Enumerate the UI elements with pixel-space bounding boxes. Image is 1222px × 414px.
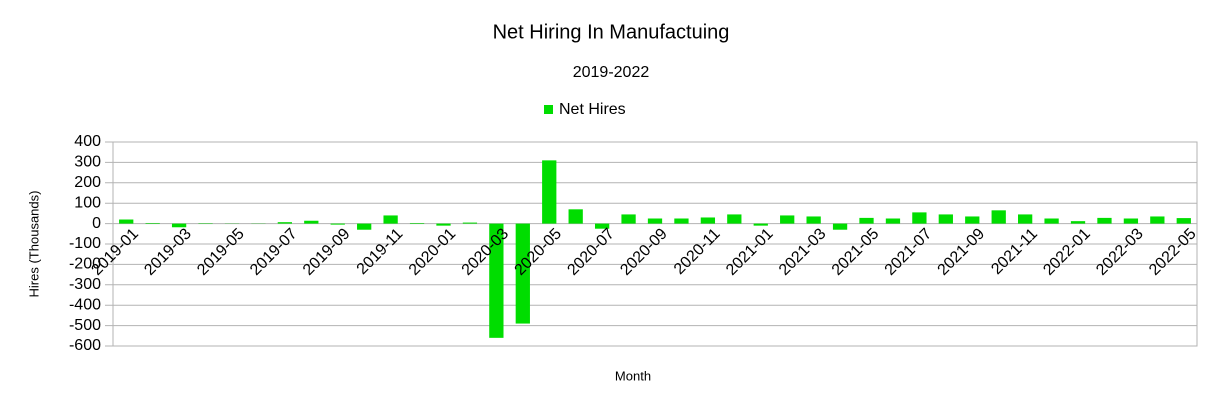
bar [621, 214, 635, 223]
bar [1071, 221, 1085, 223]
bar [674, 219, 688, 224]
x-tick-label: 2021-01 [723, 225, 777, 279]
bar [939, 214, 953, 223]
y-tick-label: 0 [92, 215, 101, 232]
legend-swatch [544, 105, 553, 114]
y-tick-label: 300 [74, 154, 101, 171]
y-tick-label: -600 [69, 337, 101, 354]
bar [701, 217, 715, 223]
x-tick-label: 2019-05 [194, 225, 248, 279]
x-tick-label: 2019-07 [247, 225, 301, 279]
bar [1150, 216, 1164, 223]
y-tick-label: 100 [74, 194, 101, 211]
y-tick-label: -500 [69, 317, 101, 334]
x-tick-label: 2020-03 [459, 225, 513, 279]
y-tick-label: -100 [69, 235, 101, 252]
x-tick-label: 2021-03 [776, 225, 830, 279]
bar [754, 224, 768, 226]
chart-subtitle: 2019-2022 [573, 64, 650, 81]
bar [1097, 218, 1111, 224]
x-tick-label: 2022-01 [1040, 225, 1094, 279]
chart-title: Net Hiring In Manufactuing [493, 21, 730, 43]
bar [119, 220, 133, 224]
x-tick-label: 2020-09 [617, 225, 671, 279]
bar [569, 209, 583, 223]
bar [146, 223, 160, 224]
x-tick-label: 2019-11 [354, 225, 407, 278]
x-tick-label: 2019-09 [300, 225, 354, 279]
x-tick-label: 2022-05 [1146, 225, 1200, 279]
bar [436, 224, 450, 226]
bar [1124, 219, 1138, 224]
x-axis-label: Month [615, 368, 651, 383]
bar [542, 160, 556, 223]
y-tick-label: -300 [69, 276, 101, 293]
x-tick-label: 2020-01 [406, 225, 460, 279]
bar [410, 223, 424, 224]
bar [357, 224, 371, 230]
bar [278, 222, 292, 223]
bar [383, 215, 397, 223]
y-axis-label: Hires (Thousands) [26, 191, 41, 298]
bar [648, 219, 662, 224]
x-tick-label: 2021-07 [882, 225, 936, 279]
y-tick-label: -400 [69, 296, 101, 313]
bar [331, 224, 345, 225]
bar [463, 223, 477, 224]
bar [1177, 218, 1191, 224]
legend-label: Net Hires [559, 101, 626, 118]
bar [1044, 219, 1058, 224]
x-tick-label: 2019-03 [141, 225, 195, 279]
bar [1018, 214, 1032, 223]
bar [912, 212, 926, 223]
bar [992, 210, 1006, 223]
bar [859, 218, 873, 224]
bar [304, 221, 318, 224]
x-tick-label: 2022-03 [1093, 225, 1147, 279]
bar [780, 215, 794, 223]
x-tick-label: 2020-11 [671, 225, 724, 278]
bar [833, 224, 847, 230]
x-tick-label: 2021-09 [935, 225, 989, 279]
bar [965, 216, 979, 223]
x-tick-label: 2020-07 [564, 225, 618, 279]
bar [806, 216, 820, 223]
bar [886, 219, 900, 224]
x-tick-label: 2021-05 [829, 225, 883, 279]
x-tick-label: 2021-11 [988, 225, 1041, 278]
y-tick-label: 400 [74, 133, 101, 150]
bar [727, 214, 741, 223]
y-tick-label: 200 [74, 174, 101, 191]
